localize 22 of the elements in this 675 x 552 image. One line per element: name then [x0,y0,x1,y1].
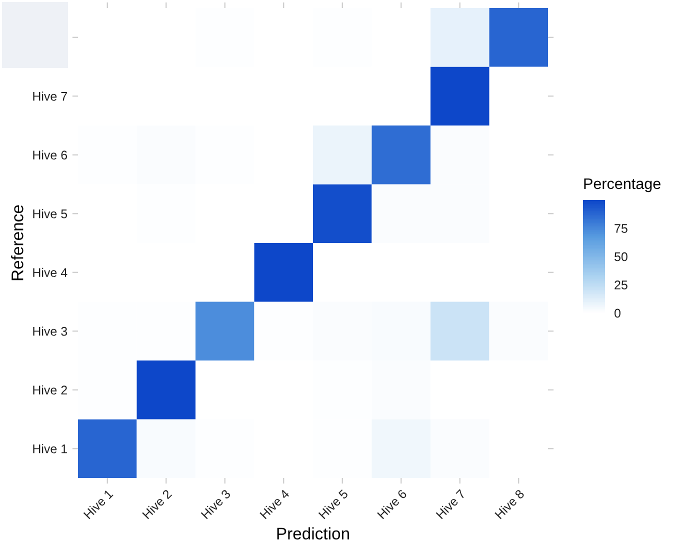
x-tick-label: Hive 7 [436,488,466,520]
color-bar-label: 0 [614,308,620,318]
x-tick-label: Hive 1 [83,488,114,520]
color-bar-title: Percentage [584,178,660,192]
y-tick-label: Hive 1 [33,444,67,454]
color-bar-label: 25 [614,280,628,290]
y-axis-title: Reference [11,205,24,280]
y-tick-label: Hive 2 [33,385,67,395]
x-axis-title: Prediction [277,527,349,540]
y-tick-label: Hive 4 [33,268,68,278]
x-tick-label: Hive 6 [376,488,408,520]
x-tick-label: Hive 3 [200,488,231,520]
x-tick-label: Hive 5 [318,488,348,520]
x-tick-label: Hive 8 [494,488,525,520]
y-tick-label: Hive 3 [33,326,68,336]
color-bar-label: 75 [614,224,628,233]
y-tick-label: Hive 5 [33,209,68,218]
x-tick-label: Hive 2 [142,488,172,520]
color-bar-label: 50 [614,252,628,262]
y-tick-label: Hive 6 [33,150,68,160]
y-tick-label: Hive 7 [33,92,67,101]
x-tick-label: Hive 4 [259,488,290,520]
